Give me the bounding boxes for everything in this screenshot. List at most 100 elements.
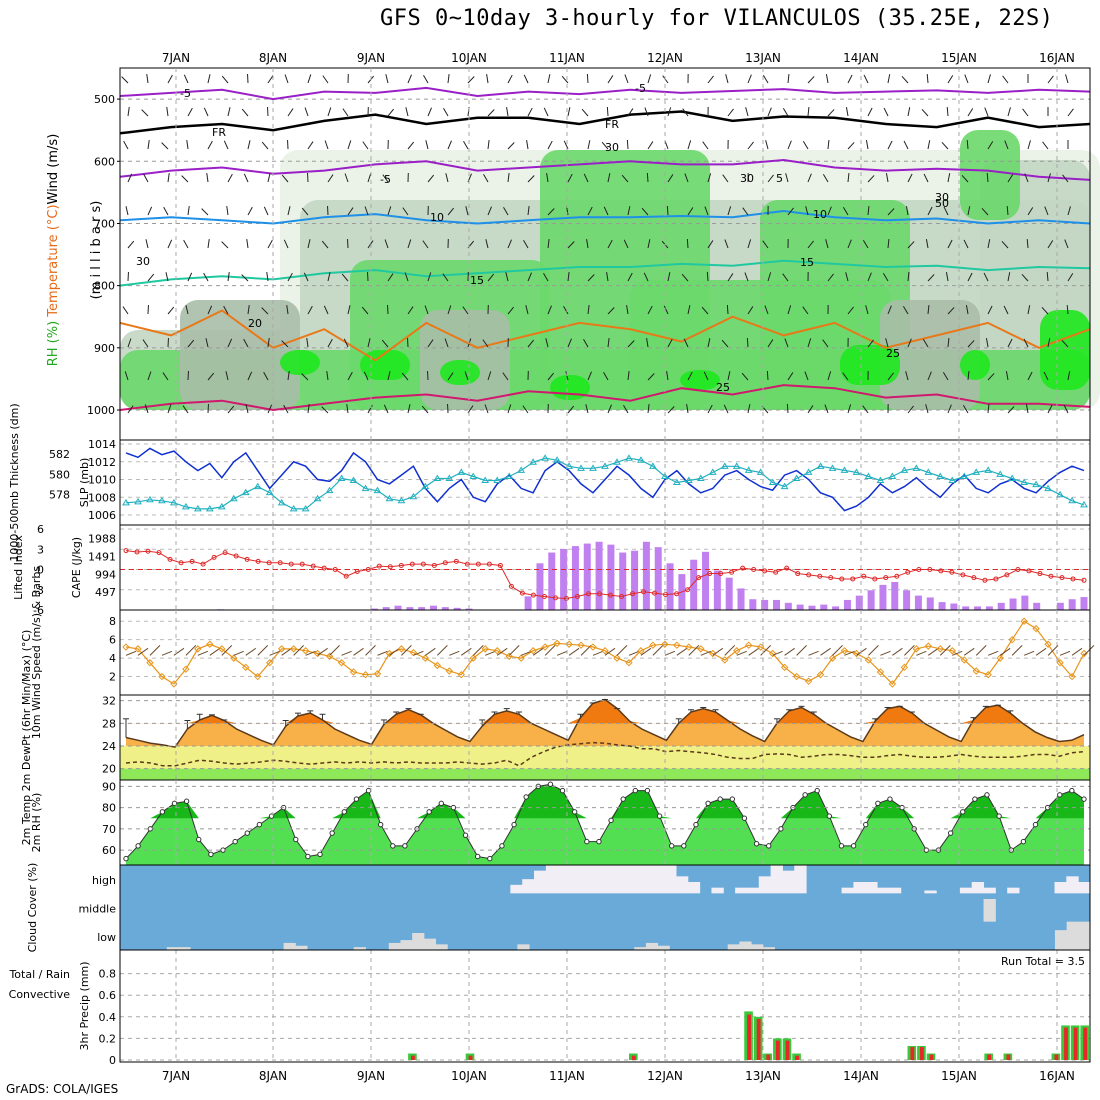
- wind-speed-marker: [756, 643, 765, 651]
- wind-speed-marker: [230, 654, 238, 662]
- thickness-marker: [601, 462, 609, 469]
- contour-label: FR: [212, 126, 226, 139]
- cloud-bar-high: [593, 865, 606, 894]
- wind-barb: [227, 107, 231, 117]
- wind-barb: [947, 337, 950, 348]
- wind-barb: [796, 644, 807, 656]
- wind-barb: [601, 141, 609, 150]
- wind-barb: [867, 205, 870, 216]
- precip-convective-bar: [795, 1055, 799, 1060]
- wind-barb: [827, 109, 835, 117]
- wind-speed-marker: [685, 643, 693, 651]
- thickness-marker: [529, 458, 538, 465]
- wind-barb: [652, 644, 664, 656]
- wind-barb: [681, 273, 689, 282]
- contour-label: 30: [605, 141, 619, 154]
- wind-barb: [1007, 338, 1013, 348]
- wind-barb: [287, 108, 294, 117]
- wind-barb: [127, 405, 134, 414]
- wind-barb: [607, 307, 615, 315]
- wind-barb: [245, 404, 249, 414]
- wind-barb: [987, 403, 990, 414]
- wind-barb: [281, 340, 289, 348]
- lifted-index-marker: [872, 576, 878, 582]
- wind-barb: [487, 109, 495, 117]
- thickness-marker: [1008, 474, 1017, 481]
- wind-barb: [247, 371, 253, 381]
- wind-barb: [903, 140, 909, 150]
- wind-barb: [125, 650, 137, 656]
- wind-speed-marker: [637, 647, 645, 655]
- cape-bar: [453, 607, 461, 610]
- lifted-index-marker: [773, 569, 779, 575]
- wind-barb: [197, 650, 209, 656]
- wind-barb: [543, 107, 549, 117]
- rh-marker: [487, 855, 493, 862]
- rh-marker: [474, 853, 481, 860]
- cape-bar: [631, 550, 639, 610]
- wind-barb: [323, 305, 329, 315]
- li-tick-label: -3: [33, 584, 44, 597]
- thickness-marker: [397, 496, 406, 504]
- wind-barb: [487, 206, 492, 216]
- wind-barb: [293, 644, 305, 656]
- cape-bar: [654, 547, 662, 610]
- wind-speed-marker: [385, 649, 394, 658]
- wind-speed-marker: [457, 671, 466, 679]
- cool-band: [120, 768, 1090, 780]
- rh-shading: [1040, 310, 1090, 390]
- wind-barb: [640, 647, 652, 656]
- wind-barb: [1007, 174, 1014, 183]
- temp-tick-label: 32: [102, 695, 116, 708]
- lifted-index-marker: [641, 589, 647, 595]
- wind-barb: [503, 206, 509, 216]
- lifted-index-marker: [982, 577, 988, 583]
- wind-barb: [567, 241, 575, 249]
- page-title: GFS 0~10day 3-hourly for VILANCULOS (35.…: [380, 6, 1054, 31]
- wind-barb: [1047, 338, 1051, 348]
- date-label-top: 14JAN: [843, 51, 879, 65]
- wind-barb: [722, 174, 729, 183]
- wind-barb: [321, 406, 329, 414]
- cape-bar: [974, 606, 982, 610]
- wind-barb: [587, 274, 595, 282]
- wind-barb: [1064, 239, 1069, 249]
- wind-barb: [586, 73, 589, 84]
- wind-barb: [563, 305, 569, 315]
- cloud-bar-low: [178, 947, 191, 950]
- wind-speed-marker: [673, 641, 681, 649]
- lifted-index-marker: [145, 548, 151, 554]
- precip-convective-bar: [1083, 1027, 1088, 1060]
- thickness-marker: [325, 486, 334, 494]
- precip-convective-bar: [1054, 1054, 1059, 1060]
- wind-speed-marker: [984, 671, 992, 679]
- wind-barb: [547, 140, 553, 150]
- lifted-index-marker: [387, 564, 393, 570]
- wind-barb: [307, 141, 314, 150]
- lifted-index-marker: [674, 591, 680, 597]
- wind-barb: [167, 239, 173, 249]
- wind-barb: [1007, 107, 1011, 117]
- cloud-bar-low: [353, 947, 366, 950]
- rh-shading: [550, 375, 590, 400]
- cape-bar: [702, 551, 710, 610]
- wind-barb: [785, 173, 789, 183]
- wind-barb: [520, 650, 532, 656]
- wind-barb: [304, 107, 309, 117]
- wind-barb: [167, 404, 172, 414]
- wind-barb: [746, 337, 749, 348]
- cloud-bar-high: [616, 865, 630, 894]
- wind-barb: [143, 173, 149, 183]
- lifted-index-marker: [530, 592, 536, 598]
- wind-barb: [607, 75, 614, 84]
- wind-speed-marker: [541, 643, 549, 651]
- lifted-index-marker: [321, 565, 327, 571]
- wind-speed-marker: [553, 639, 561, 648]
- wind-barb: [257, 644, 269, 656]
- wind-speed-marker: [864, 656, 873, 664]
- wind-barb: [647, 239, 651, 249]
- wind-barb: [606, 106, 609, 117]
- wind-barb: [988, 650, 999, 656]
- lifted-index-marker: [663, 591, 669, 597]
- wind-barb: [427, 339, 434, 348]
